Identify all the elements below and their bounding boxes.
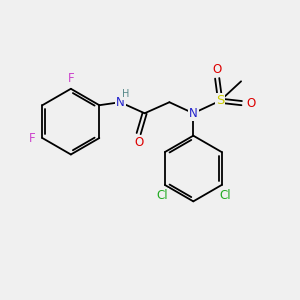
Text: N: N bbox=[116, 96, 124, 109]
Text: Cl: Cl bbox=[156, 189, 168, 202]
Text: F: F bbox=[29, 132, 35, 145]
Text: N: N bbox=[189, 107, 198, 120]
Text: Cl: Cl bbox=[219, 189, 230, 202]
Text: H: H bbox=[122, 89, 129, 99]
Text: O: O bbox=[213, 63, 222, 76]
Text: F: F bbox=[68, 72, 74, 85]
Text: O: O bbox=[134, 136, 143, 149]
Text: O: O bbox=[246, 97, 255, 110]
Text: S: S bbox=[216, 94, 224, 107]
